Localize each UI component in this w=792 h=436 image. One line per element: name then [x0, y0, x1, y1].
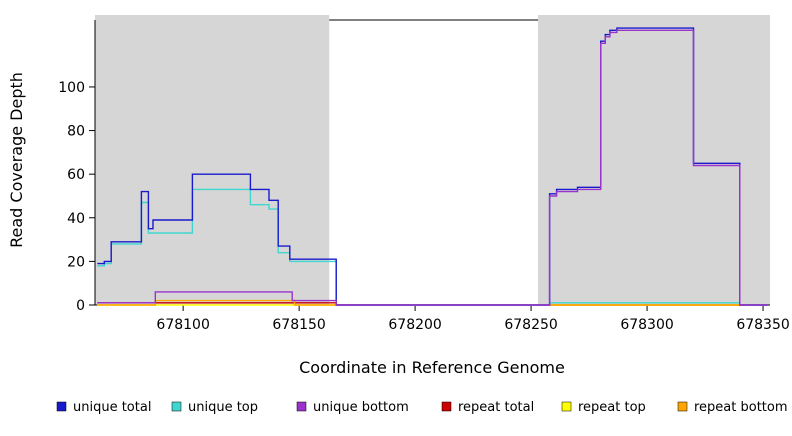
legend-swatch-unique-top: [171, 401, 182, 412]
x-tick-label: 678250: [504, 317, 557, 333]
legend-label-repeat-top: repeat top: [578, 400, 646, 415]
legend-label-repeat-bottom: repeat bottom: [694, 400, 788, 415]
y-tick-label: 0: [76, 298, 85, 314]
y-tick-label: 20: [67, 254, 85, 270]
x-tick-label: 678300: [620, 317, 673, 333]
y-tick-label: 60: [67, 167, 85, 183]
legend-swatch-repeat-total: [441, 401, 452, 412]
legend-label-unique-bottom: unique bottom: [313, 400, 409, 415]
legend-label-repeat-total: repeat total: [458, 400, 534, 415]
legend-swatch-unique-total: [56, 401, 67, 412]
y-tick-label: 100: [58, 80, 85, 96]
x-tick-label: 678150: [272, 317, 325, 333]
x-tick-label: 678350: [736, 317, 789, 333]
y-tick-label: 40: [67, 211, 85, 227]
x-axis-label: Coordinate in Reference Genome: [299, 358, 565, 377]
legend-swatch-repeat-bottom: [677, 401, 688, 412]
legend-label-unique-total: unique total: [73, 400, 151, 415]
series-unique-total: [97, 27, 768, 306]
legend-swatch-repeat-top: [561, 401, 572, 412]
y-tick-label: 80: [67, 124, 85, 140]
series-unique-bottom: [97, 29, 768, 306]
legend-swatch-unique-bottom: [296, 401, 307, 412]
legend-label-unique-top: unique top: [188, 400, 258, 415]
shaded-region-2: [538, 15, 770, 305]
x-tick-label: 678100: [156, 317, 209, 333]
y-axis-label: Read Coverage Depth: [7, 72, 26, 248]
x-tick-label: 678200: [388, 317, 441, 333]
